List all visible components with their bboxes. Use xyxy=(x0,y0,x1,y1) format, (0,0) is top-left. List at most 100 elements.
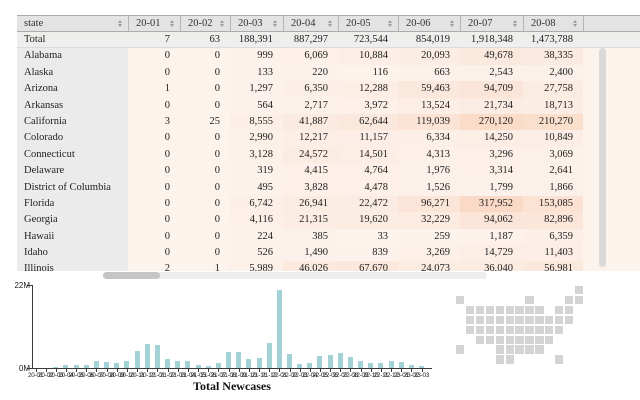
map-tile[interactable] xyxy=(515,325,524,334)
bar-23-03[interactable] xyxy=(419,365,425,368)
sort-arrows-icon[interactable] xyxy=(387,19,393,28)
sort-arrows-icon[interactable] xyxy=(219,19,225,28)
map-tile[interactable] xyxy=(555,355,564,364)
bar-20-10[interactable] xyxy=(124,360,130,368)
map-tile[interactable] xyxy=(505,355,514,364)
column-header-20-06[interactable]: 20-06 xyxy=(398,16,460,31)
column-header-20-05[interactable]: 20-05 xyxy=(338,16,398,31)
map-tile[interactable] xyxy=(475,305,485,315)
sort-arrows-icon[interactable] xyxy=(169,19,175,28)
bar-21-10[interactable] xyxy=(246,359,252,368)
bar-20-05[interactable] xyxy=(73,365,79,368)
bar-22-08[interactable] xyxy=(347,356,353,368)
bar-22-04[interactable] xyxy=(307,362,313,368)
column-header-20-03[interactable]: 20-03 xyxy=(230,16,283,31)
map-tile[interactable] xyxy=(535,325,544,334)
bar-21-09[interactable] xyxy=(236,352,242,368)
map-tile[interactable] xyxy=(485,315,495,325)
map-tile[interactable] xyxy=(525,295,534,305)
map-tile[interactable] xyxy=(505,345,514,354)
table-vertical-scrollbar[interactable] xyxy=(599,48,606,267)
map-tile[interactable] xyxy=(456,345,465,354)
map-tile[interactable] xyxy=(545,335,554,344)
bar-22-11[interactable] xyxy=(378,363,384,368)
bar-21-07[interactable] xyxy=(215,363,221,368)
map-tile[interactable] xyxy=(505,335,514,344)
bar-20-08[interactable] xyxy=(104,362,110,368)
map-tile[interactable] xyxy=(515,335,524,344)
map-tile[interactable] xyxy=(495,345,504,354)
bar-23-02[interactable] xyxy=(408,364,414,368)
map-tile[interactable] xyxy=(545,325,554,334)
map-tile[interactable] xyxy=(465,315,475,325)
map-tile[interactable] xyxy=(495,325,504,334)
bar-20-11[interactable] xyxy=(134,351,140,368)
map-tile[interactable] xyxy=(485,305,495,315)
map-tile[interactable] xyxy=(525,315,534,325)
map-tile[interactable] xyxy=(515,345,524,354)
bar-21-04[interactable] xyxy=(185,360,191,368)
map-tile[interactable] xyxy=(535,345,544,354)
column-header-20-07[interactable]: 20-07 xyxy=(460,16,523,31)
bar-20-03[interactable] xyxy=(53,367,59,368)
table-horizontal-scrollbar[interactable] xyxy=(103,272,487,279)
map-tile[interactable] xyxy=(495,315,504,325)
bar-22-01[interactable] xyxy=(276,290,282,368)
bar-22-07[interactable] xyxy=(337,353,343,368)
bar-22-12[interactable] xyxy=(388,361,394,368)
column-header-20-01[interactable]: 20-01 xyxy=(128,16,180,31)
map-tile[interactable] xyxy=(465,305,475,315)
bar-22-10[interactable] xyxy=(368,363,374,368)
map-tile[interactable] xyxy=(564,315,574,325)
bar-20-12[interactable] xyxy=(144,344,150,368)
map-tile[interactable] xyxy=(505,305,514,315)
bar-21-03[interactable] xyxy=(175,361,181,368)
bar-21-02[interactable] xyxy=(165,358,171,368)
bar-22-03[interactable] xyxy=(297,364,303,368)
map-tile[interactable] xyxy=(545,315,554,325)
column-header-20-04[interactable]: 20-04 xyxy=(283,16,338,31)
bar-20-09[interactable] xyxy=(114,363,120,368)
map-tile[interactable] xyxy=(505,315,514,325)
sort-arrows-icon[interactable] xyxy=(272,19,278,28)
bar-20-06[interactable] xyxy=(83,364,89,368)
bar-22-06[interactable] xyxy=(327,355,333,368)
map-tile[interactable] xyxy=(535,305,544,315)
bar-21-06[interactable] xyxy=(205,366,211,368)
map-tile[interactable] xyxy=(525,345,534,354)
sort-arrows-icon[interactable] xyxy=(572,19,578,28)
map-tile[interactable] xyxy=(525,325,534,334)
bar-22-02[interactable] xyxy=(287,354,292,368)
map-tile[interactable] xyxy=(475,335,485,344)
column-header-20-02[interactable]: 20-02 xyxy=(180,16,230,31)
map-tile[interactable] xyxy=(505,325,514,334)
bar-22-05[interactable] xyxy=(317,356,323,368)
map-tile[interactable] xyxy=(495,335,504,344)
sort-arrows-icon[interactable] xyxy=(117,19,123,28)
map-tile[interactable] xyxy=(475,315,485,325)
horizontal-scroll-thumb[interactable] xyxy=(103,272,160,279)
sort-arrows-icon[interactable] xyxy=(327,19,333,28)
map-tile[interactable] xyxy=(475,325,485,334)
map-tile[interactable] xyxy=(574,286,584,295)
column-header-state[interactable]: state xyxy=(17,16,128,31)
map-tile[interactable] xyxy=(564,305,574,315)
map-tile[interactable] xyxy=(515,315,524,325)
bar-20-04[interactable] xyxy=(63,364,69,368)
map-tile[interactable] xyxy=(574,295,584,305)
map-tile[interactable] xyxy=(515,305,524,315)
map-tile[interactable] xyxy=(525,305,534,315)
map-tile[interactable] xyxy=(495,305,504,315)
bar-20-07[interactable] xyxy=(93,360,99,368)
map-tile[interactable] xyxy=(485,335,495,344)
bar-23-01[interactable] xyxy=(398,362,404,368)
map-tile[interactable] xyxy=(535,335,544,344)
sort-arrows-icon[interactable] xyxy=(449,19,455,28)
bar-21-08[interactable] xyxy=(226,351,232,368)
bar-21-12[interactable] xyxy=(266,343,272,368)
map-tile[interactable] xyxy=(485,325,495,334)
bar-22-09[interactable] xyxy=(358,360,364,368)
map-tile[interactable] xyxy=(555,305,564,315)
map-tile[interactable] xyxy=(555,325,564,334)
bar-21-01[interactable] xyxy=(154,344,160,368)
